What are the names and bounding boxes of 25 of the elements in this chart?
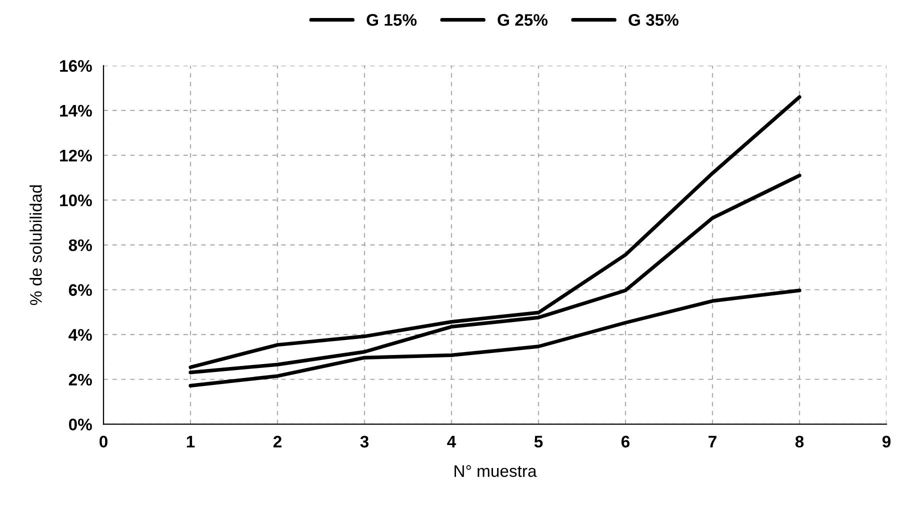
- legend-label: G 15%: [366, 14, 417, 26]
- x-tick-label: 3: [360, 436, 369, 448]
- line-series: [188, 288, 802, 388]
- x-tick-label: 8: [795, 436, 804, 448]
- x-tick-label: 5: [534, 436, 543, 448]
- y-tick-label: 6%: [68, 284, 92, 296]
- y-tick-label: 4%: [68, 329, 92, 341]
- x-tick-label: 4: [447, 436, 456, 448]
- y-tick-label: 10%: [60, 194, 92, 206]
- y-tick-label: 14%: [60, 104, 92, 117]
- x-axis-title: N° muestra: [454, 465, 537, 477]
- y-tick-label: 2%: [68, 374, 92, 386]
- y-tick-label: 0%: [68, 418, 92, 430]
- y-tick-label: 16%: [60, 60, 92, 72]
- y-tick-label: 12%: [60, 150, 92, 162]
- x-tick-label: 2: [273, 436, 282, 448]
- x-tick-label: 7: [708, 436, 716, 448]
- x-tick-label: 6: [621, 436, 630, 448]
- legend-label: G 25%: [498, 14, 548, 26]
- y-axis-title: % de solubilidad: [30, 185, 42, 306]
- x-tick-label: 1: [186, 436, 195, 448]
- y-tick-label: 8%: [68, 239, 92, 252]
- legend-label: G 35%: [628, 14, 678, 26]
- x-tick-label: 9: [882, 436, 891, 448]
- x-tick-label: 0: [100, 436, 108, 448]
